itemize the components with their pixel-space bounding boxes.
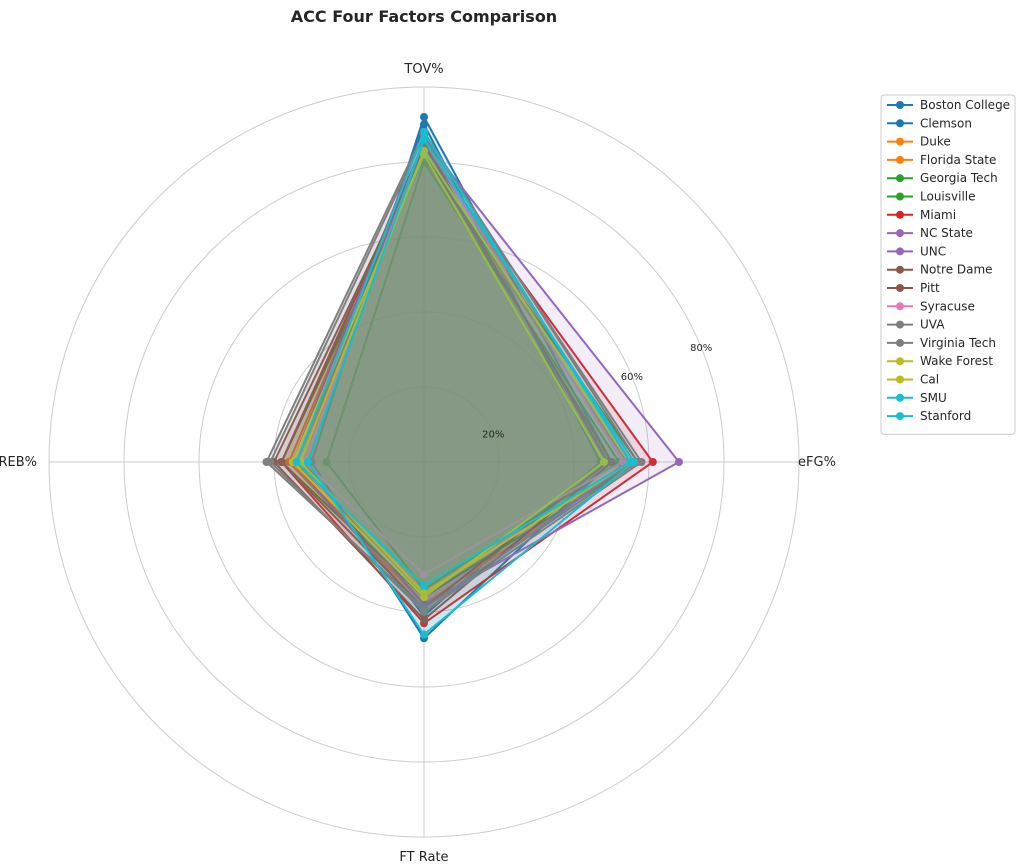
legend-item: Florida State [887,153,996,167]
legend-label: Clemson [920,116,972,130]
legend-marker [896,412,904,421]
series-point [420,608,428,616]
legend-label: Louisville [920,190,976,204]
legend-marker [896,375,904,384]
legend-label: Wake Forest [920,354,993,368]
series-point [420,146,428,155]
radial-tick-label: 80% [690,343,712,354]
axis-label-efg: eFG% [798,455,836,470]
series-smu [303,135,638,639]
legend-label: Boston College [920,98,1010,112]
legend-marker [896,210,904,219]
series-point [600,458,608,466]
legend-label: Notre Dame [920,263,993,277]
legend-marker [896,302,904,311]
legend-item: Georgia Tech [887,171,998,185]
legend-marker [896,393,904,402]
legend-label: NC State [920,226,973,240]
axis-label-tov: TOV% [403,62,443,77]
legend-marker [896,155,904,164]
axis-label-oreb: OREB% [0,455,37,470]
legend-item: Boston College [887,98,1010,112]
legend-label: Duke [920,135,951,149]
legend-item: UVA [887,318,945,332]
legend-item: Syracuse [887,299,975,313]
legend-label: UNC [920,244,946,258]
series-point [420,589,428,598]
legend-marker [896,284,904,292]
radar-series-group [262,113,683,643]
legend-label: Pitt [920,281,940,295]
legend-label: Virginia Tech [920,336,996,350]
legend-marker [896,101,904,109]
series-point [322,458,331,466]
legend-item: NC State [887,226,973,240]
legend-item: Stanford [887,409,971,423]
series-point [420,128,428,136]
legend-label: Florida State [920,153,996,167]
series-point [420,581,428,590]
chart-title: ACC Four Factors Comparison [291,7,557,26]
series-point [266,458,275,466]
series-point [675,458,683,466]
series-point [420,615,428,624]
legend-item: Cal [887,373,939,387]
legend-item: Notre Dame [887,263,993,277]
legend-item: SMU [887,391,947,405]
legend-item: UNC [887,244,946,258]
series-point [648,458,657,466]
legend-frame [880,94,1016,435]
axis-labels: eFG% TOV% OREB% FT Rate [0,62,836,865]
legend-marker [896,357,904,366]
legend: Boston College Clemson Duke Florida State Ge… [880,94,1016,435]
radial-tick-label: 20% [482,429,504,440]
series-point [626,458,635,466]
series-point [292,458,301,466]
legend-marker [896,247,904,256]
legend-item: Pitt [887,281,940,295]
series-point [420,570,428,579]
legend-marker [896,265,904,274]
legend-marker [896,229,904,238]
legend-marker [896,174,904,183]
legend-label: UVA [920,318,945,332]
legend-label: Cal [920,373,939,387]
series-point [618,458,627,466]
legend-label: SMU [920,391,947,405]
legend-marker [896,119,904,128]
legend-marker [896,137,904,146]
series-point [420,113,428,121]
legend-item: Clemson [887,116,972,130]
legend-label: Miami [920,208,956,222]
legend-label: Syracuse [920,299,975,313]
legend-label: Georgia Tech [920,171,998,185]
axis-label-ft-rate: FT Rate [399,850,448,865]
radial-tick-labels: 20% 60% 80% [482,343,712,440]
legend-marker [896,338,904,347]
series-point [420,630,428,639]
legend-label: Stanford [920,409,971,423]
series-point [277,458,286,466]
series-virginia-tech [266,131,646,616]
series-stanford [292,128,635,590]
legend-item: Miami [887,208,956,222]
radial-tick-label: 60% [621,372,643,383]
legend-item: Duke [887,135,951,149]
legend-item: Virginia Tech [887,336,996,350]
series-point [303,458,312,466]
legend-item: Wake Forest [887,354,993,368]
series-point [637,458,646,466]
legend-marker [896,192,904,201]
legend-marker [896,320,904,329]
legend-item: Louisville [887,190,976,204]
